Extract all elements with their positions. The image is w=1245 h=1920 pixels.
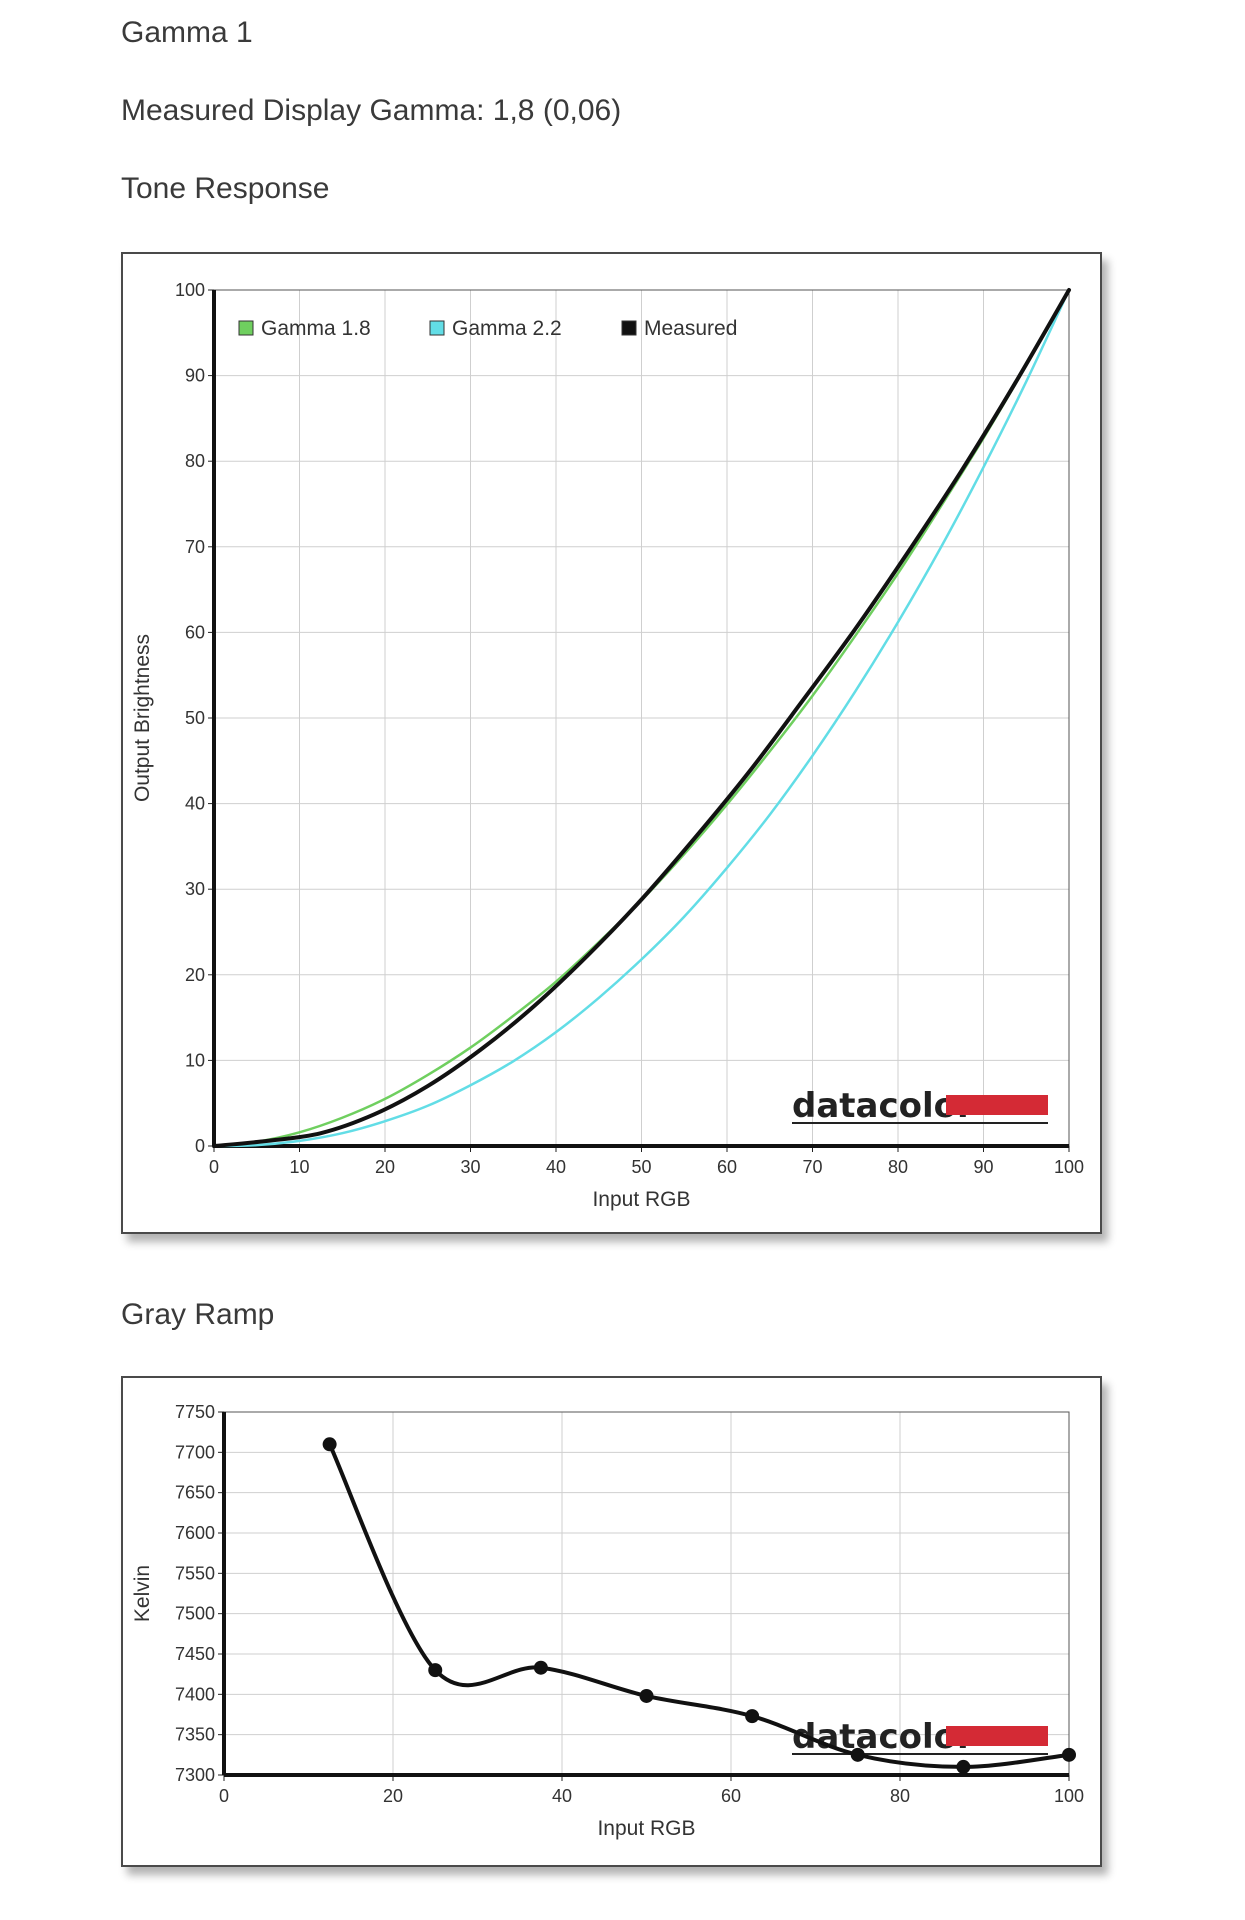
- x-tick-label: 40: [546, 1157, 566, 1177]
- x-axis-title: Input RGB: [597, 1817, 695, 1840]
- x-axis-title: Input RGB: [592, 1188, 690, 1211]
- y-tick-label: 7300: [175, 1765, 215, 1785]
- x-tick-label: 10: [289, 1157, 309, 1177]
- gray-ramp-chart: 0 20 40 60 80 100 7300 7350 7400 7450 7500 7550 7600…: [131, 1402, 1084, 1840]
- y-tick-label: 70: [185, 537, 205, 557]
- y-tick-label: 7750: [175, 1402, 215, 1422]
- legend-item: Gamma 2.2: [429, 317, 562, 340]
- y-tick-label: 7450: [175, 1644, 215, 1664]
- series-1-point: [745, 1709, 760, 1724]
- y-tick-label: 10: [185, 1050, 205, 1070]
- measured-line: [212, 288, 1071, 1148]
- x-tick-label: 100: [1054, 1786, 1084, 1806]
- datacolor-logo: datacolor: [792, 1717, 1048, 1757]
- y-axis-title: Kelvin: [131, 1565, 154, 1622]
- series-1-point: [322, 1437, 337, 1452]
- x-tick-label: 80: [888, 1157, 908, 1177]
- y-tick-label: 7600: [175, 1523, 215, 1543]
- gamma-2-2-line: [212, 288, 1071, 1148]
- y-tick-label: 30: [185, 879, 205, 899]
- tone-response-heading: Tone Response: [121, 172, 330, 205]
- y-tick-label: 7650: [175, 1483, 215, 1503]
- legend-swatch: [621, 320, 637, 336]
- series-1-line: [327, 1442, 1071, 1769]
- x-tick-label: 40: [552, 1786, 572, 1806]
- x-tick-label: 0: [219, 1786, 229, 1806]
- series-1-point: [639, 1688, 654, 1703]
- x-tick-label: 70: [802, 1157, 822, 1177]
- y-tick-label: 40: [185, 794, 205, 814]
- y-tick-label: 7700: [175, 1442, 215, 1462]
- x-tick-label: 20: [375, 1157, 395, 1177]
- legend: Gamma 1.8 Gamma 2.2 Measured: [238, 317, 737, 340]
- x-tick-label: 20: [383, 1786, 403, 1806]
- legend-swatch: [429, 320, 445, 336]
- gray-ramp-heading: Gray Ramp: [121, 1298, 275, 1331]
- series-1-point: [1062, 1747, 1076, 1762]
- y-tick-label: 90: [185, 366, 205, 386]
- series-1-point: [956, 1759, 971, 1774]
- y-tick-label: 60: [185, 622, 205, 642]
- legend-item: Measured: [621, 317, 737, 340]
- legend-item: Gamma 1.8: [238, 317, 371, 340]
- series-1-point: [533, 1660, 548, 1675]
- x-tick-label: 60: [717, 1157, 737, 1177]
- y-tick-label: 7350: [175, 1725, 215, 1745]
- gamma-heading: Gamma 1: [121, 16, 253, 49]
- datacolor-logo-bar: [946, 1726, 1048, 1746]
- series-1-point: [428, 1663, 443, 1678]
- y-tick-label: 100: [175, 280, 205, 300]
- x-tick-label: 50: [631, 1157, 651, 1177]
- datacolor-logo-bar: [946, 1095, 1048, 1115]
- x-tick-label: 60: [721, 1786, 741, 1806]
- x-tick-label: 30: [460, 1157, 480, 1177]
- tone-response-chart: 0 10 20 30 40 50 60 70 80 90 100 0 10 20 30 40 50 60 70 80 9…: [131, 280, 1084, 1211]
- y-tick-label: 20: [185, 965, 205, 985]
- y-axis-title: Output Brightness: [131, 634, 154, 802]
- series-1-point: [850, 1747, 865, 1762]
- datacolor-logo-text: datacolor: [792, 1086, 974, 1126]
- datacolor-logo-text: datacolor: [792, 1717, 974, 1757]
- datacolor-logo: datacolor: [792, 1086, 1048, 1126]
- legend-swatch: [238, 320, 254, 336]
- gray-ramp-chart-frame: 0 20 40 60 80 100 7300 7350 7400 7450 7500 7550 7600…: [121, 1376, 1102, 1867]
- x-tick-label: 90: [973, 1157, 993, 1177]
- measured-gamma-heading: Measured Display Gamma: 1,8 (0,06): [121, 94, 622, 127]
- x-tick-label: 100: [1054, 1157, 1084, 1177]
- y-tick-label: 7500: [175, 1604, 215, 1624]
- y-tick-label: 7400: [175, 1684, 215, 1704]
- legend-label: Gamma 2.2: [452, 317, 562, 340]
- legend-label: Measured: [644, 317, 737, 340]
- x-tick-label: 80: [890, 1786, 910, 1806]
- y-tick-label: 7550: [175, 1563, 215, 1583]
- x-tick-label: 0: [209, 1157, 219, 1177]
- tone-response-chart-frame: 0 10 20 30 40 50 60 70 80 90 100 0 10 20 30 40 50 60 70 80 9…: [121, 252, 1102, 1234]
- legend-label: Gamma 1.8: [261, 317, 371, 340]
- y-tick-label: 0: [195, 1136, 205, 1156]
- y-tick-label: 50: [185, 708, 205, 728]
- grid: [213, 289, 1070, 1147]
- y-tick-label: 80: [185, 451, 205, 471]
